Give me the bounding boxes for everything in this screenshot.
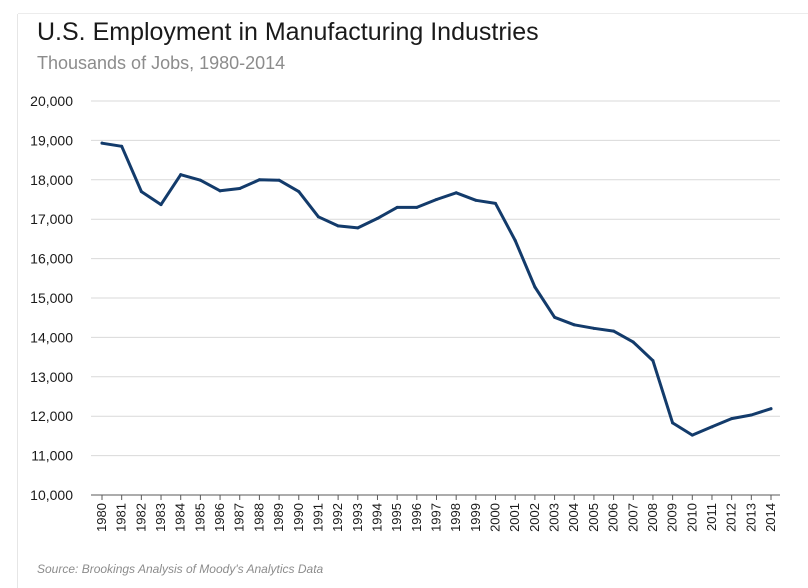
data-point (435, 198, 438, 201)
x-tick-label: 1996 (409, 503, 424, 532)
x-tick-label: 2006 (606, 503, 621, 532)
x-tick-label: 2002 (527, 503, 542, 532)
x-tick-label: 1993 (350, 503, 365, 532)
x-tick-label: 2013 (743, 503, 758, 532)
series-line (100, 141, 773, 437)
data-point (395, 205, 399, 209)
data-point (690, 433, 694, 437)
data-point (120, 144, 124, 148)
x-tick-label: 1987 (232, 503, 247, 532)
data-point (612, 329, 616, 333)
x-tick-label: 1994 (369, 503, 384, 532)
data-point (139, 190, 143, 194)
x-tick-label: 2003 (547, 503, 562, 532)
x-tick-label: 2000 (488, 503, 503, 532)
x-tick-label: 1998 (448, 503, 463, 532)
data-point (454, 191, 458, 195)
y-tick-label: 15,000 (30, 290, 73, 306)
data-point (631, 340, 635, 344)
data-point (297, 190, 301, 194)
y-tick-label: 10,000 (30, 487, 73, 503)
data-point (198, 178, 202, 182)
x-tick-label: 1999 (468, 503, 483, 532)
chart-subtitle: Thousands of Jobs, 1980-2014 (37, 53, 286, 73)
data-point (336, 224, 340, 228)
data-point (730, 417, 734, 421)
x-tick-label: 1990 (291, 503, 306, 532)
data-point (474, 198, 478, 202)
x-tick-label: 1989 (271, 503, 286, 532)
data-point (749, 413, 753, 417)
x-tick-label: 2005 (586, 503, 601, 532)
x-tick-label: 1986 (212, 503, 227, 532)
data-point (375, 216, 379, 220)
x-tick-label: 2012 (724, 503, 739, 532)
data-point (100, 141, 104, 145)
x-tick-label: 1980 (94, 503, 109, 532)
x-tick-label: 2011 (704, 503, 719, 531)
x-tick-label: 2008 (645, 503, 660, 532)
data-point (651, 359, 655, 363)
gridlines (91, 100, 780, 457)
y-tick-label: 17,000 (30, 211, 73, 227)
y-tick-label: 13,000 (30, 369, 73, 385)
series-group (100, 141, 773, 437)
y-tick-label: 14,000 (30, 329, 73, 345)
y-tick-label: 16,000 (30, 251, 73, 267)
data-point (179, 173, 183, 177)
x-tick-label: 1991 (310, 503, 325, 532)
x-tick-label: 1983 (153, 503, 168, 532)
data-point (257, 178, 261, 182)
data-point (592, 326, 596, 330)
data-point (769, 407, 773, 411)
y-tick-label: 11,000 (31, 448, 73, 464)
data-point (671, 421, 675, 425)
data-point (494, 201, 498, 205)
x-tick-label: 1997 (429, 503, 444, 532)
y-tick-label: 19,000 (30, 132, 73, 148)
x-tick-label: 2007 (625, 503, 640, 532)
y-tick-label: 18,000 (30, 172, 73, 188)
data-point (277, 178, 281, 182)
data-point (415, 205, 419, 209)
y-tick-label: 20,000 (30, 93, 73, 109)
y-tick-label: 12,000 (30, 408, 73, 424)
data-point (159, 203, 163, 207)
data-point (533, 285, 537, 289)
chart-title: U.S. Employment in Manufacturing Industr… (37, 18, 539, 46)
x-tick-label: 1984 (173, 503, 188, 532)
y-axis-ticks: 10,000 11,000 12,000 13,000 14,000 15,000 16,0… (30, 93, 73, 503)
x-tick-label: 2004 (566, 503, 581, 532)
x-tick-label: 1995 (389, 503, 404, 532)
x-tick-label: 2009 (665, 503, 680, 532)
data-point (316, 215, 320, 219)
x-tick-label: 1992 (330, 503, 345, 532)
data-point (572, 323, 576, 327)
chart-frame (18, 14, 808, 588)
x-tick-label: 1982 (133, 503, 148, 532)
data-point (356, 226, 360, 230)
x-tick-label: 2014 (763, 503, 778, 532)
source-note: Source: Brookings Analysis of Moody's An… (37, 562, 324, 576)
x-axis-ticks: 1980 1981 1982 1983 1984 1985 1986 1987 1988 1989… (94, 495, 778, 532)
data-point (553, 315, 557, 319)
data-point (218, 189, 222, 193)
data-point (238, 186, 242, 190)
data-point (710, 425, 714, 429)
x-tick-label: 1988 (251, 503, 266, 532)
x-tick-label: 2010 (684, 503, 699, 532)
data-point (513, 238, 517, 242)
x-tick-label: 1985 (192, 503, 207, 532)
x-tick-label: 2001 (507, 503, 522, 532)
x-tick-label: 1981 (114, 503, 129, 532)
